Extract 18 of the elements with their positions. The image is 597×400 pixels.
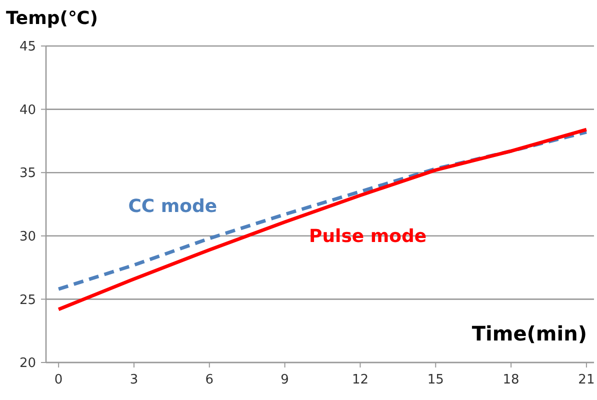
x-tick-label: 12 <box>352 372 368 388</box>
y-tick-label: 45 <box>19 40 36 55</box>
x-tick-label: 18 <box>502 372 520 388</box>
x-tick-label: 9 <box>280 372 289 388</box>
x-tick-label: 21 <box>578 372 595 388</box>
series-label: Pulse mode <box>309 226 427 248</box>
x-tick-label: 15 <box>427 372 444 388</box>
y-axis-title: Temp(℃) <box>6 8 98 29</box>
x-tick-label: 3 <box>130 372 138 388</box>
y-tick-label: 30 <box>19 229 36 244</box>
series-label: CC mode <box>128 196 218 218</box>
y-tick-label: 25 <box>19 292 36 308</box>
x-axis-title: Time(min) <box>472 322 587 346</box>
y-tick-label: 40 <box>19 102 36 118</box>
y-tick-label: 35 <box>19 166 36 182</box>
y-tick-label: 20 <box>19 356 36 372</box>
x-tick-label: 6 <box>205 372 214 388</box>
x-tick-label: 0 <box>54 372 63 388</box>
